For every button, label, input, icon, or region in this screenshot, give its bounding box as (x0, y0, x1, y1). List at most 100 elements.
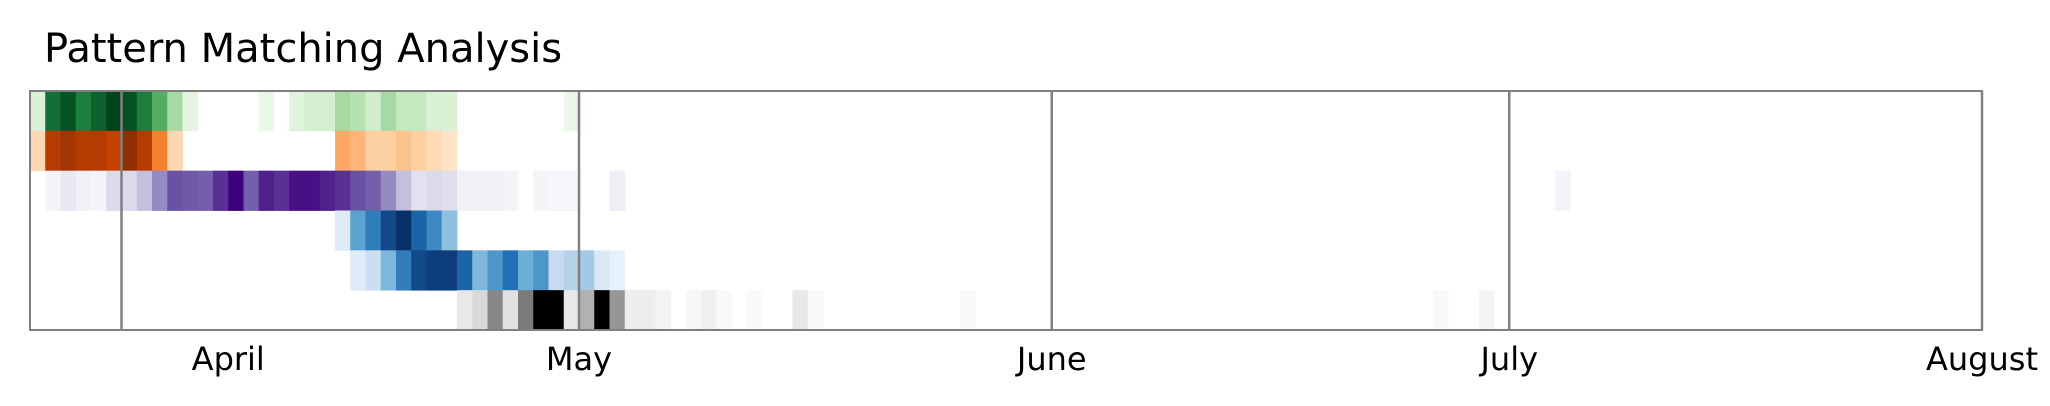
heatmap-cell (609, 250, 626, 291)
heatmap-cell (60, 170, 77, 211)
heatmap-cell (289, 91, 305, 132)
chart-title: Pattern Matching Analysis (44, 26, 562, 72)
heatmap-cell (274, 170, 290, 211)
heatmap-cell (1433, 290, 1449, 331)
heatmap-cell (30, 130, 46, 172)
heatmap-cell (106, 91, 122, 132)
heatmap-cell (380, 210, 397, 251)
heatmap-cell (426, 210, 443, 251)
heatmap-cell (533, 290, 549, 331)
heatmap-cell (594, 250, 610, 291)
heatmap-cell (121, 91, 138, 132)
heatmap-cell (167, 130, 183, 172)
heatmap-cell (30, 91, 46, 132)
heatmap-cell (45, 170, 61, 211)
heatmap-cell (380, 130, 397, 172)
heatmap-cell (152, 91, 168, 132)
heatmap-cell (792, 290, 809, 331)
heatmap-cell (228, 170, 244, 211)
heatmap-cell (624, 290, 641, 331)
heatmap-cell (441, 130, 458, 172)
heatmap-cell (350, 250, 366, 291)
heatmap-cell (960, 290, 976, 331)
heatmap-cell (396, 130, 412, 172)
heatmap-cell (136, 130, 153, 172)
heatmap-cell (487, 290, 504, 331)
heatmap-cell (487, 170, 504, 211)
heatmap-cell (258, 91, 275, 132)
heatmap-cell (411, 91, 427, 132)
heatmap-cell (457, 250, 473, 291)
heatmap-cell (533, 250, 549, 291)
heatmap-cells (30, 91, 1571, 331)
heatmap-cell (533, 170, 549, 211)
heatmap-cell (609, 290, 626, 331)
heatmap-cell (548, 290, 565, 331)
x-tick-label: April (192, 340, 265, 378)
heatmap-cell (91, 91, 107, 132)
heatmap-cell (167, 91, 183, 132)
heatmap-cell (335, 91, 351, 132)
heatmap-cell (304, 91, 321, 132)
heatmap-cell (106, 130, 122, 172)
heatmap-cell (350, 130, 366, 172)
heatmap-cell (396, 250, 412, 291)
heatmap-cell (91, 170, 107, 211)
heatmap-cell (426, 130, 443, 172)
heatmap-cell (243, 170, 260, 211)
heatmap-cell (579, 290, 595, 331)
heatmap-cell (136, 170, 153, 211)
heatmap-cell (60, 91, 77, 132)
heatmap-cell (335, 130, 351, 172)
heatmap-cell (182, 91, 199, 132)
heatmap-cell (411, 170, 427, 211)
heatmap-cell (1555, 170, 1571, 211)
heatmap-cell (563, 91, 580, 132)
heatmap-cell (502, 170, 519, 211)
heatmap-cell (472, 250, 488, 291)
heatmap-cell (502, 290, 519, 331)
heatmap-cell (75, 130, 92, 172)
heatmap-cell (563, 250, 580, 291)
heatmap-cell (640, 290, 656, 331)
heatmap-cell (365, 250, 382, 291)
plot-frame (29, 90, 1983, 331)
x-tick-label: July (1478, 340, 1538, 378)
heatmap-cell (136, 91, 153, 132)
heatmap-cell (441, 210, 458, 251)
heatmap-cell (579, 250, 595, 291)
heatmap-cell (45, 91, 61, 132)
heatmap-cell (487, 250, 504, 291)
heatmap-cell (335, 170, 351, 211)
heatmap-cell (197, 170, 214, 211)
heatmap-cell (411, 130, 427, 172)
heatmap-cell (335, 210, 351, 251)
heatmap-cell (289, 170, 305, 211)
heatmap-cell (411, 250, 427, 291)
heatmap-cell (502, 250, 519, 291)
heatmap-cell (380, 170, 397, 211)
x-tick-label: August (1926, 340, 2038, 378)
heatmap-cell (609, 170, 626, 211)
heatmap-cell (716, 290, 732, 331)
heatmap-cell (426, 250, 443, 291)
heatmap-cell (350, 170, 366, 211)
heatmap-cell (167, 170, 183, 211)
heatmap-cell (701, 290, 717, 331)
heatmap-cell (350, 91, 366, 132)
heatmap-cell (518, 250, 534, 291)
heatmap-cell (563, 170, 580, 211)
heatmap-cell (106, 170, 122, 211)
heatmap-cell (304, 170, 321, 211)
heatmap-cell (441, 91, 458, 132)
heatmap-cell (380, 250, 397, 291)
heatmap-cell (518, 290, 534, 331)
heatmap-cell (411, 210, 427, 251)
heatmap-cell (441, 170, 458, 211)
heatmap-cell (182, 170, 199, 211)
heatmap-cell (655, 290, 671, 331)
heatmap-cell (441, 250, 458, 291)
heatmap-cell (365, 170, 382, 211)
heatmap-cell (60, 130, 77, 172)
